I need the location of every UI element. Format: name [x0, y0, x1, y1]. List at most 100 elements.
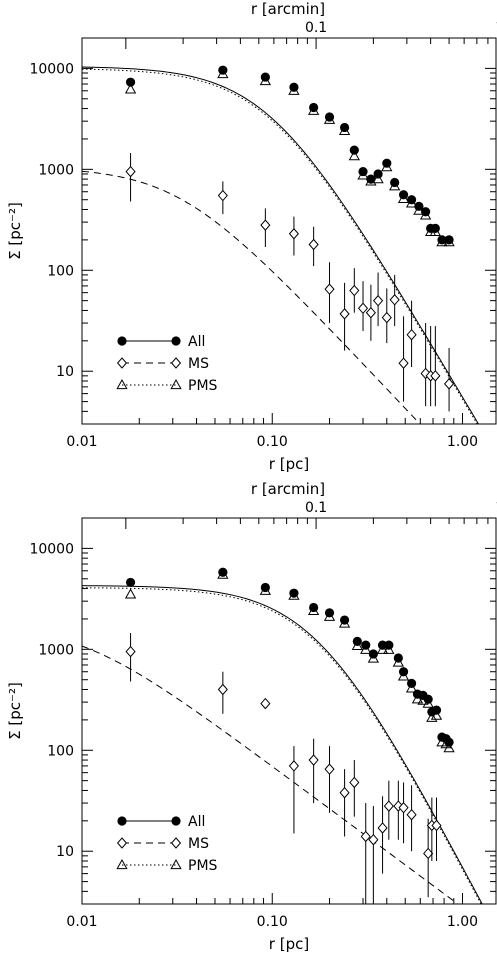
- y-axis-title: Σ [pc⁻²]: [6, 202, 24, 260]
- legend-label-all: All: [188, 814, 205, 830]
- y-tick-label: 10000: [29, 61, 74, 77]
- point-all: [406, 678, 417, 688]
- point-ms: [217, 683, 228, 696]
- point-all: [339, 122, 350, 133]
- fit-line-ms: [82, 170, 421, 424]
- legend-label-all: All: [188, 334, 205, 350]
- point-all: [349, 145, 359, 155]
- point-all: [437, 235, 447, 245]
- x2-axis-title: r [arcmin]: [251, 480, 325, 498]
- point-ms: [381, 311, 392, 324]
- point-all: [352, 636, 362, 646]
- legend-label-ms: MS: [188, 356, 209, 372]
- point-ms: [423, 847, 434, 860]
- point-ms: [360, 830, 371, 843]
- point-all: [373, 169, 383, 179]
- point-ms: [406, 808, 417, 821]
- point-pms: [372, 173, 384, 184]
- point-ms: [431, 819, 442, 832]
- y-tick-label: 10: [56, 844, 74, 860]
- point-ms: [349, 284, 360, 297]
- point-pms: [426, 711, 438, 722]
- point-all: [289, 588, 299, 598]
- point-all: [423, 694, 433, 704]
- legend: All MS PMS: [116, 334, 218, 394]
- x-axis-title: r [pc]: [269, 935, 309, 953]
- point-all: [398, 667, 409, 677]
- y-tick-label: 1000: [38, 642, 74, 658]
- point-all: [218, 65, 228, 75]
- point-ms: [339, 786, 350, 799]
- point-ms: [308, 754, 319, 766]
- fit-line-pms: [82, 587, 482, 904]
- point-all: [324, 112, 335, 122]
- point-ms: [377, 822, 388, 834]
- fit-line-all: [82, 585, 483, 904]
- fit-curves: [82, 585, 483, 904]
- point-ms: [288, 228, 299, 240]
- point-pms: [124, 588, 137, 599]
- y-axis-title: Σ [pc⁻²]: [6, 682, 24, 740]
- point-ms: [444, 378, 455, 390]
- data-points: [124, 65, 455, 412]
- legend-marker-pms: [170, 378, 182, 390]
- point-all: [339, 615, 350, 625]
- point-ms: [324, 283, 335, 295]
- point-all: [430, 223, 440, 233]
- fit-curves: [82, 66, 480, 424]
- point-all: [366, 174, 376, 184]
- legend-marker-all: [117, 816, 127, 826]
- point-all: [125, 77, 136, 87]
- point-ms: [308, 238, 319, 251]
- legend-marker-ms: [116, 357, 128, 369]
- point-ms: [260, 697, 271, 710]
- point-pms: [348, 150, 360, 161]
- x-tick-label: 0.01: [66, 914, 97, 930]
- legend-label-pms: PMS: [188, 858, 218, 874]
- point-all: [444, 737, 454, 747]
- point-all: [398, 190, 409, 200]
- point-all: [309, 602, 319, 613]
- legend-label-pms: PMS: [188, 378, 218, 394]
- point-ms: [357, 302, 369, 315]
- point-all: [309, 102, 319, 113]
- y-tick-label: 10000: [29, 541, 74, 557]
- y-tick-label: 1000: [38, 162, 74, 178]
- point-all: [444, 235, 454, 245]
- legend-marker-ms: [170, 357, 182, 369]
- point-all: [431, 705, 442, 715]
- legend-marker-all: [171, 336, 181, 346]
- legend-marker-pms: [170, 858, 182, 870]
- legend-marker-all: [117, 336, 127, 346]
- data-points: [124, 567, 455, 904]
- point-all: [324, 608, 335, 618]
- x-tick-label: 0.10: [257, 914, 288, 930]
- x-tick-label: 1.00: [447, 914, 478, 930]
- y-tick-label: 100: [47, 263, 74, 279]
- legend-label-ms: MS: [188, 836, 209, 852]
- point-all: [260, 582, 270, 593]
- x-tick-label: 0.10: [257, 434, 288, 450]
- x2-tick-label: 0.1: [305, 20, 327, 36]
- point-ms: [393, 800, 404, 812]
- point-ms: [398, 801, 409, 814]
- point-all: [260, 72, 270, 82]
- x-tick-label: 1.00: [447, 434, 478, 450]
- point-ms: [383, 800, 394, 812]
- x-axis-title: r [pc]: [269, 455, 309, 473]
- point-ms: [430, 370, 441, 382]
- point-all: [289, 82, 299, 92]
- legend-marker-pms: [116, 378, 128, 390]
- point-pms: [124, 83, 137, 94]
- point-ms: [389, 294, 400, 306]
- point-pms: [405, 682, 418, 693]
- point-all: [361, 640, 371, 650]
- x2-tick-label: 0.1: [305, 500, 327, 516]
- point-ms: [349, 776, 360, 789]
- point-all: [368, 649, 378, 659]
- point-all: [218, 567, 228, 577]
- point-ms: [365, 306, 376, 319]
- point-all: [406, 195, 417, 205]
- legend-marker-all: [171, 816, 181, 826]
- y-tick-label: 100: [47, 743, 74, 759]
